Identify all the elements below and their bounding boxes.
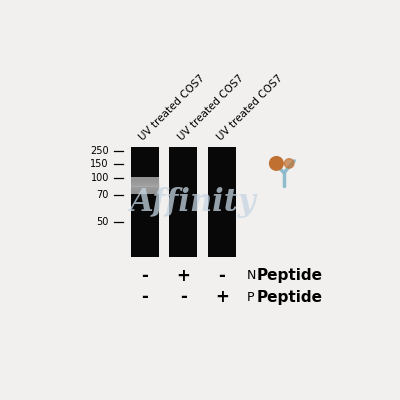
Text: 70: 70	[96, 190, 109, 200]
FancyBboxPatch shape	[131, 146, 158, 258]
Text: 250: 250	[90, 146, 109, 156]
Circle shape	[284, 159, 294, 168]
Text: UV treated COS7: UV treated COS7	[138, 72, 207, 142]
FancyBboxPatch shape	[131, 176, 158, 194]
FancyBboxPatch shape	[208, 146, 236, 258]
Text: -: -	[219, 267, 226, 285]
Text: -: -	[141, 267, 148, 285]
Text: +: +	[215, 288, 229, 306]
Text: Peptide: Peptide	[256, 268, 322, 284]
Text: +: +	[176, 267, 190, 285]
Circle shape	[270, 157, 283, 170]
Text: 150: 150	[90, 160, 109, 170]
Text: Affinity: Affinity	[129, 186, 256, 218]
FancyBboxPatch shape	[169, 146, 197, 258]
Text: UV treated COS7: UV treated COS7	[176, 72, 246, 142]
Text: 50: 50	[96, 217, 109, 227]
Text: N: N	[247, 270, 256, 282]
Text: -: -	[180, 288, 187, 306]
Text: Peptide: Peptide	[256, 290, 322, 305]
Text: P: P	[247, 291, 254, 304]
Text: 100: 100	[90, 173, 109, 183]
Text: -: -	[141, 288, 148, 306]
Text: UV treated COS7: UV treated COS7	[215, 72, 284, 142]
